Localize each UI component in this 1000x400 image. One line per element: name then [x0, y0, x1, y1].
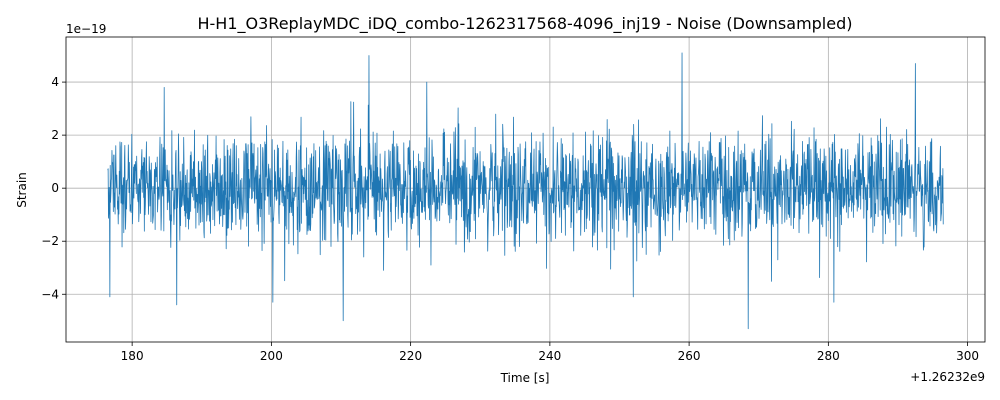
x-tick-label: 200: [260, 349, 283, 363]
series-layer: [107, 52, 944, 330]
plot-area: [107, 52, 944, 330]
chart-title: H-H1_O3ReplayMDC_iDQ_combo-1262317568-40…: [198, 14, 853, 34]
y-tick-label: 2: [51, 128, 59, 142]
y-tick-label: −4: [41, 287, 59, 301]
x-axis: 180 200 220 240 260 280 300: [121, 342, 979, 363]
y-tick-label: 4: [51, 75, 59, 89]
x-tick-label: 300: [956, 349, 979, 363]
y-axis-label: Strain: [15, 172, 29, 208]
x-axis-label: Time [s]: [500, 371, 550, 385]
strain-series-line: [107, 52, 944, 330]
y-tick-label: −2: [41, 234, 59, 248]
plot-frame: [65, 36, 986, 343]
x-tick-label: 240: [538, 349, 561, 363]
x-tick-label: 220: [399, 349, 422, 363]
y-axis: −4 −2 0 2 4: [41, 75, 66, 301]
x-tick-label: 280: [817, 349, 840, 363]
x-offset-label: +1.26232e9: [910, 370, 985, 384]
x-tick-label: 260: [678, 349, 701, 363]
y-scale-label: 1e−19: [66, 22, 106, 36]
x-tick-label: 180: [121, 349, 144, 363]
y-tick-label: 0: [51, 181, 59, 195]
